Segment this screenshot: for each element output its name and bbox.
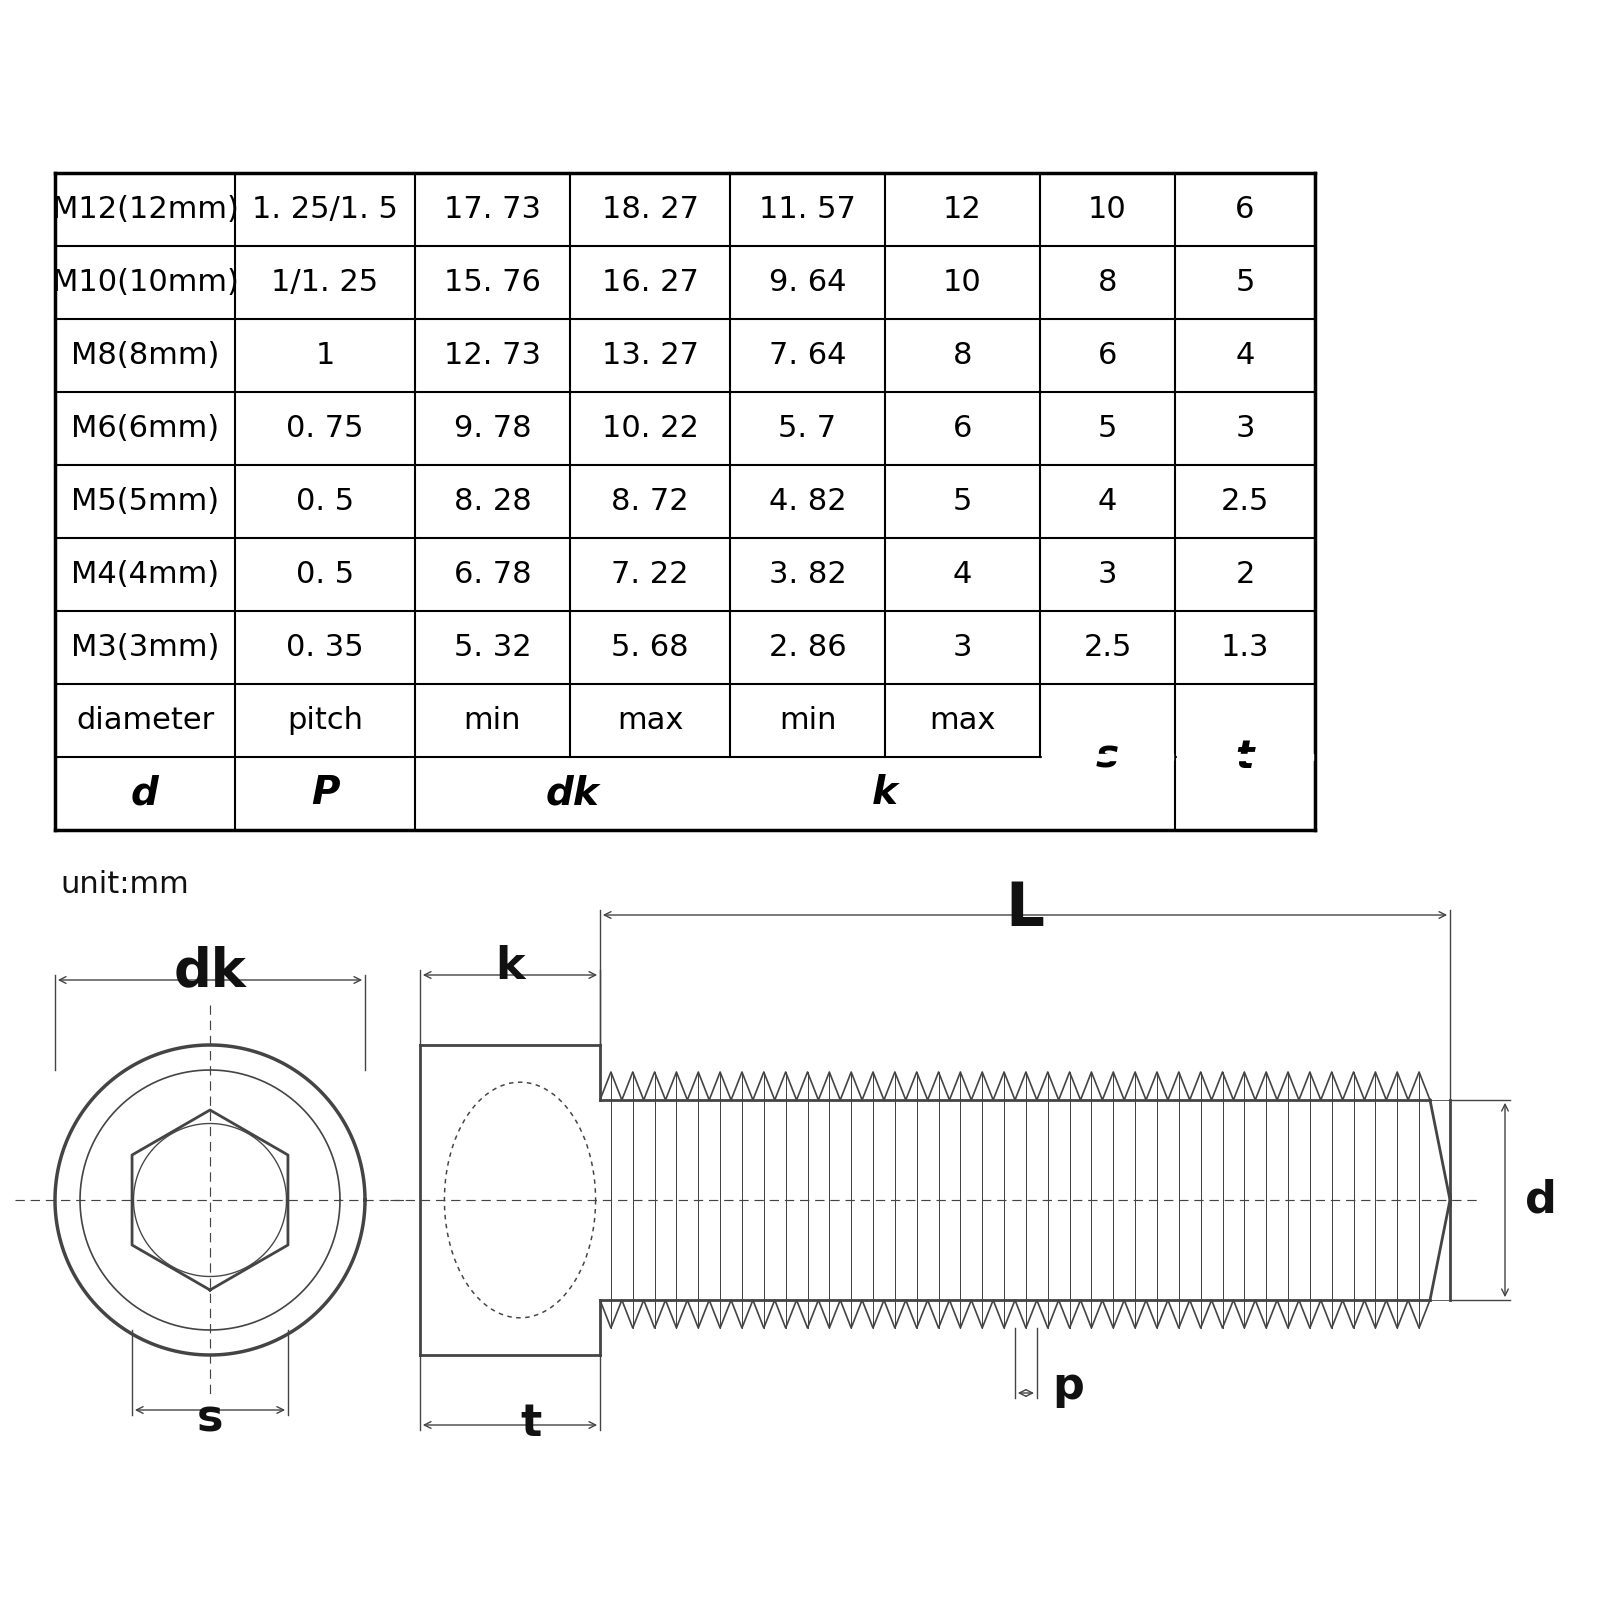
Text: 4: 4 [1235, 341, 1254, 370]
Text: 6: 6 [954, 414, 973, 443]
Text: dk: dk [546, 774, 600, 813]
Text: 8. 72: 8. 72 [611, 486, 690, 515]
Text: 2. 86: 2. 86 [768, 634, 846, 662]
Text: P: P [310, 774, 339, 813]
Text: 1. 25/1. 5: 1. 25/1. 5 [253, 195, 398, 224]
Text: 5. 7: 5. 7 [779, 414, 837, 443]
Text: 0. 5: 0. 5 [296, 486, 354, 515]
Text: M4(4mm): M4(4mm) [70, 560, 219, 589]
Text: 6. 78: 6. 78 [454, 560, 531, 589]
Text: 7. 64: 7. 64 [768, 341, 846, 370]
Text: 0. 5: 0. 5 [296, 560, 354, 589]
Text: p: p [1051, 1365, 1083, 1408]
Text: 5. 68: 5. 68 [611, 634, 690, 662]
Text: 15. 76: 15. 76 [445, 267, 541, 298]
Text: 10: 10 [942, 267, 982, 298]
Text: 7. 22: 7. 22 [611, 560, 688, 589]
Text: L: L [1005, 880, 1045, 939]
Text: 1.3: 1.3 [1221, 634, 1269, 662]
Text: 12: 12 [942, 195, 982, 224]
Text: 10: 10 [1088, 195, 1126, 224]
Text: 8: 8 [1098, 267, 1117, 298]
Text: M5(5mm): M5(5mm) [70, 486, 219, 515]
Text: 9. 64: 9. 64 [768, 267, 846, 298]
Text: 4. 82: 4. 82 [768, 486, 846, 515]
Text: M10(10mm): M10(10mm) [51, 267, 238, 298]
Text: t: t [1235, 738, 1254, 776]
Text: 6: 6 [1098, 341, 1117, 370]
Text: t: t [520, 1402, 541, 1445]
Text: 3. 82: 3. 82 [768, 560, 846, 589]
Text: 2: 2 [1235, 560, 1254, 589]
Text: 17. 73: 17. 73 [445, 195, 541, 224]
Text: 0. 75: 0. 75 [286, 414, 363, 443]
Bar [1178, 754, 1314, 760]
Text: min: min [464, 706, 522, 734]
Text: M6(6mm): M6(6mm) [70, 414, 219, 443]
Text: min: min [779, 706, 837, 734]
Text: unit:mm: unit:mm [61, 870, 189, 899]
Text: 5: 5 [1098, 414, 1117, 443]
Text: M12(12mm): M12(12mm) [51, 195, 238, 224]
Text: d: d [1525, 1179, 1557, 1221]
Text: dk: dk [174, 946, 246, 997]
Text: 12. 73: 12. 73 [445, 341, 541, 370]
Text: diameter: diameter [75, 706, 214, 734]
Text: M3(3mm): M3(3mm) [70, 634, 219, 662]
Text: 3: 3 [1098, 560, 1117, 589]
Text: 2.5: 2.5 [1083, 634, 1131, 662]
Text: max: max [930, 706, 995, 734]
Text: 11. 57: 11. 57 [758, 195, 856, 224]
Text: 3: 3 [952, 634, 973, 662]
Text: 8. 28: 8. 28 [454, 486, 531, 515]
Text: 1/1. 25: 1/1. 25 [272, 267, 379, 298]
Text: 5. 32: 5. 32 [454, 634, 531, 662]
Text: k: k [494, 946, 525, 987]
Text: 1: 1 [315, 341, 334, 370]
Text: max: max [618, 706, 683, 734]
Text: 4: 4 [954, 560, 973, 589]
Text: 3: 3 [1235, 414, 1254, 443]
Text: 0. 35: 0. 35 [286, 634, 363, 662]
Text: 6: 6 [1235, 195, 1254, 224]
Text: 8: 8 [952, 341, 973, 370]
Text: s: s [1096, 738, 1118, 776]
Text: d: d [131, 774, 158, 813]
Bar [1042, 754, 1173, 760]
Text: k: k [872, 774, 898, 813]
Text: M8(8mm): M8(8mm) [70, 341, 219, 370]
Text: 2.5: 2.5 [1221, 486, 1269, 515]
Text: 9. 78: 9. 78 [454, 414, 531, 443]
Text: 5: 5 [1235, 267, 1254, 298]
Text: 4: 4 [1098, 486, 1117, 515]
Text: s: s [197, 1397, 224, 1440]
Text: 18. 27: 18. 27 [602, 195, 699, 224]
Text: 16. 27: 16. 27 [602, 267, 699, 298]
Text: 5: 5 [954, 486, 973, 515]
Text: 10. 22: 10. 22 [602, 414, 699, 443]
Text: 13. 27: 13. 27 [602, 341, 699, 370]
Text: pitch: pitch [286, 706, 363, 734]
